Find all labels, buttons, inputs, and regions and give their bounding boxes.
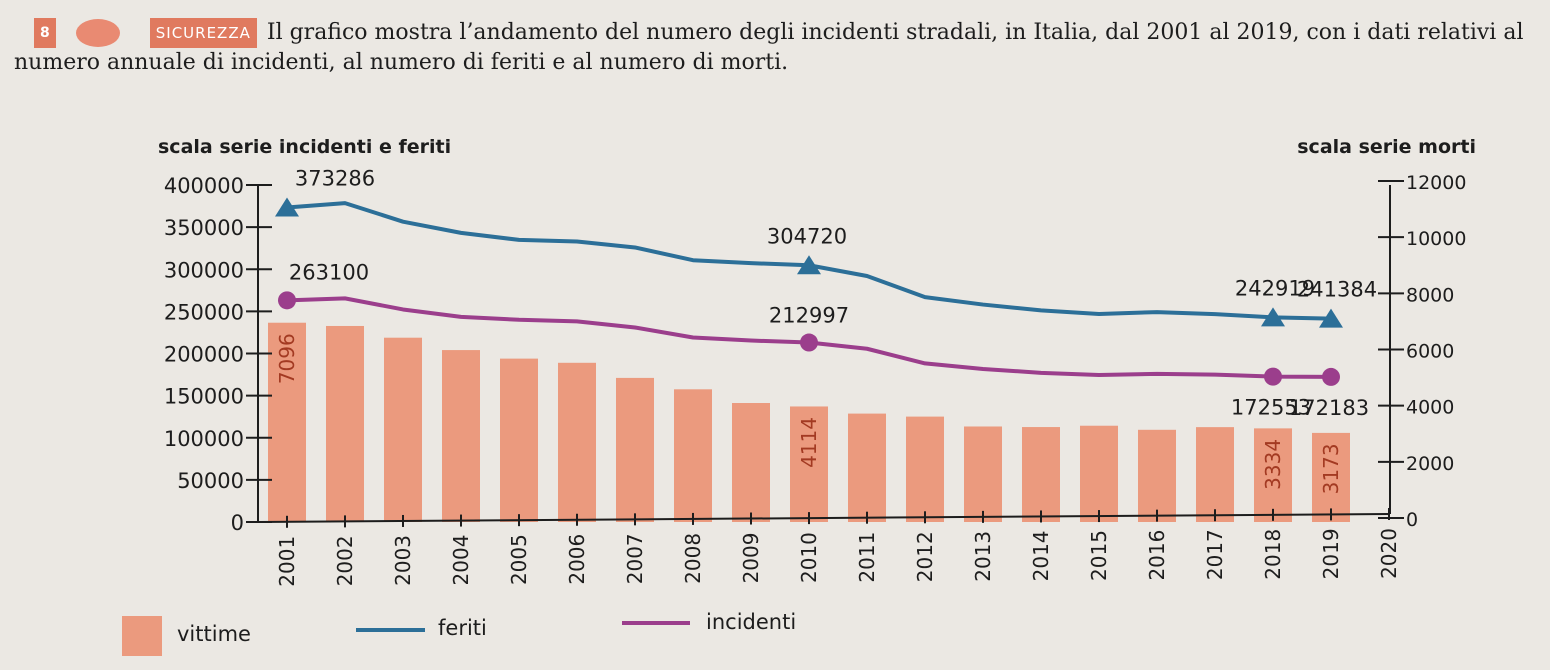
left-tick-label: 250000 — [164, 300, 244, 324]
left-tick-label: 100000 — [164, 427, 244, 451]
bar-vittime — [1254, 428, 1292, 522]
right-tick-label: 6000 — [1406, 341, 1454, 363]
bar-vittime — [1022, 427, 1060, 522]
bar-vittime — [964, 426, 1002, 522]
left-tick-label: 300000 — [164, 258, 244, 282]
bar-vittime — [500, 358, 538, 522]
left-tick-label: 50000 — [177, 469, 244, 493]
right-tick-label: 4000 — [1406, 397, 1454, 419]
right-tick-label: 0 — [1406, 509, 1418, 531]
bar-vittime — [674, 389, 712, 522]
bar-vittime — [558, 362, 596, 522]
feriti-marker — [797, 255, 821, 275]
data-label-vittime: 7096 — [275, 333, 299, 384]
x-tick-label: 2005 — [507, 534, 531, 585]
x-tick-label: 2010 — [797, 532, 821, 583]
x-tick-label: 2002 — [333, 535, 357, 586]
data-label-incidenti: 172183 — [1289, 396, 1369, 420]
x-tick-label: 2017 — [1203, 529, 1227, 580]
incidenti-marker — [278, 291, 296, 310]
x-tick-label: 2016 — [1145, 530, 1169, 581]
skill-icon — [75, 19, 120, 47]
incidenti-marker — [1264, 367, 1282, 386]
left-tick-label: 0 — [231, 511, 244, 535]
bar-vittime — [1080, 425, 1118, 522]
legend-label-feriti: feriti — [438, 616, 487, 640]
bar-vittime — [790, 406, 828, 522]
bar-vittime — [616, 377, 654, 522]
x-tick-label: 2018 — [1261, 529, 1285, 580]
bar-vittime — [442, 350, 480, 522]
x-tick-label: 2004 — [449, 535, 473, 586]
x-tick-label: 2008 — [681, 533, 705, 584]
exercise-text: Il grafico mostra l’andamento del numero… — [14, 20, 1524, 75]
left-tick-label: 200000 — [164, 343, 244, 367]
data-label-feriti: 304720 — [767, 224, 847, 248]
feriti-marker — [275, 197, 299, 217]
bar-vittime — [1312, 432, 1350, 522]
x-tick-label: 2013 — [971, 531, 995, 582]
x-tick-label: 2009 — [739, 533, 763, 584]
left-axis-title: scala serie incidenti e feriti — [158, 136, 451, 158]
feriti-marker — [1319, 308, 1343, 328]
x-tick-label: 2011 — [855, 532, 879, 583]
bar-vittime — [906, 416, 944, 522]
left-tick-label: 400000 — [164, 174, 244, 198]
data-label-incidenti: 172553 — [1231, 396, 1311, 420]
right-tick-label: 2000 — [1406, 453, 1454, 475]
x-tick-label: 2007 — [623, 533, 647, 584]
x-tick-label: 2003 — [391, 535, 415, 586]
left-tick-label: 350000 — [164, 216, 244, 240]
x-tick-label: 2001 — [275, 536, 299, 587]
bar-vittime — [848, 413, 886, 522]
x-tick-label: 2015 — [1087, 530, 1111, 581]
bar-vittime — [1138, 429, 1176, 522]
data-label-feriti: 242919 — [1235, 276, 1315, 300]
x-tick-label: 2019 — [1319, 528, 1343, 579]
bar-vittime — [268, 322, 306, 522]
bar-vittime — [326, 325, 364, 522]
x-tick-label: 2014 — [1029, 530, 1053, 581]
legend-swatch-vittime — [122, 616, 162, 656]
legend-label-incidenti: incidenti — [706, 610, 796, 634]
x-tick-label: 2012 — [913, 531, 937, 582]
data-label-feriti: 241384 — [1297, 278, 1377, 302]
right-tick-label: 10000 — [1406, 228, 1466, 250]
right-tick-label: 8000 — [1406, 284, 1454, 306]
right-tick-label: 12000 — [1406, 172, 1466, 194]
topic-badge: SICUREZZA — [149, 18, 257, 48]
right-axis-title: scala serie morti — [1297, 136, 1476, 158]
bar-vittime — [1196, 427, 1234, 522]
incidenti-marker — [1322, 367, 1340, 386]
x-tick-label: 2020 — [1377, 528, 1401, 579]
data-label-vittime: 4114 — [797, 417, 821, 468]
data-label-vittime: 3334 — [1261, 439, 1285, 490]
x-axis-line — [257, 513, 1391, 523]
bar-vittime — [384, 337, 422, 522]
exercise-header: 8 SICUREZZA Il grafico mostra l’andamento … — [14, 18, 1544, 78]
feriti-marker — [1261, 307, 1285, 327]
incidenti-marker — [800, 333, 818, 352]
left-tick-label: 150000 — [164, 385, 244, 409]
exercise-number: 8 — [34, 18, 56, 48]
data-label-incidenti: 212997 — [769, 304, 849, 328]
data-label-vittime: 3173 — [1319, 443, 1343, 494]
x-tick-label: 2006 — [565, 534, 589, 585]
data-label-feriti: 373286 — [295, 167, 375, 191]
data-label-incidenti: 263100 — [289, 260, 369, 284]
bar-vittime — [732, 403, 770, 522]
legend-label-vittime: vittime — [177, 622, 251, 646]
